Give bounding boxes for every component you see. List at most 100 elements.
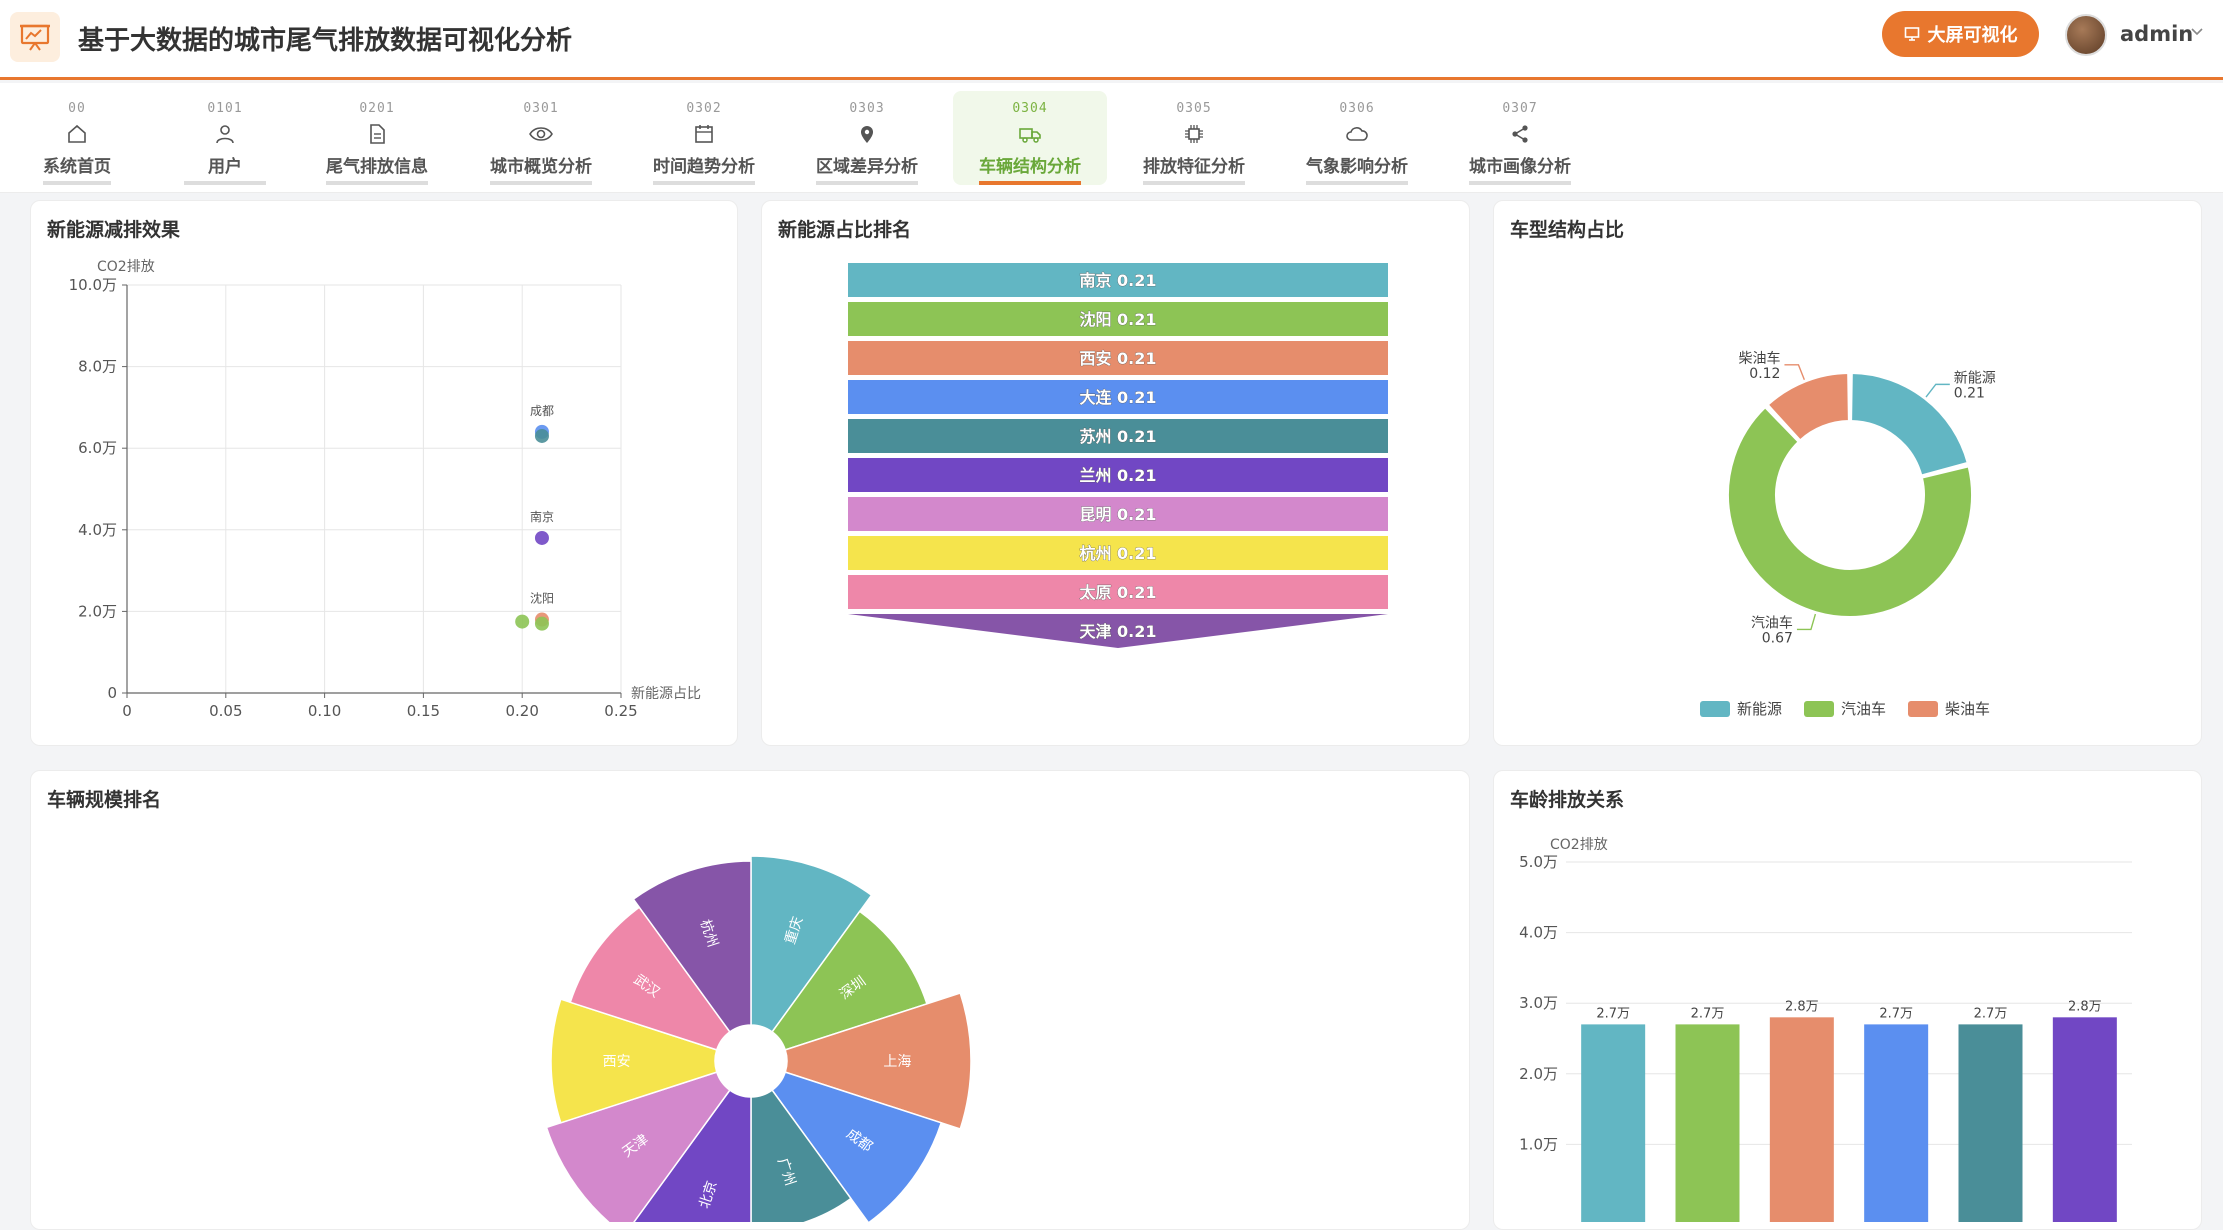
y-tick-label: 3.0万	[1519, 994, 1558, 1012]
legend-swatch	[1804, 701, 1834, 717]
funnel-segment	[848, 458, 1388, 492]
rose-card: 车辆规模排名 重庆 深圳 上海 成都 广州 北京 天津 西安 武汉 杭州	[30, 770, 1470, 1230]
y-tick-label: 5.0万	[1519, 853, 1558, 871]
user-icon	[216, 125, 234, 144]
eye-icon	[529, 127, 553, 141]
nav-item-emission-info[interactable]: 0201 尾气排放信息	[300, 91, 454, 185]
bar	[1675, 1024, 1740, 1222]
location-pin-icon	[861, 126, 873, 143]
donut-slice	[1766, 371, 1850, 442]
truck-icon	[1019, 128, 1041, 143]
nav-item-weather-impact[interactable]: 0306 气象影响分析	[1280, 91, 1434, 185]
nav-label: 城市概览分析	[490, 152, 592, 185]
y-tick-label: 1.0万	[1519, 1135, 1558, 1153]
label-leader	[1796, 613, 1817, 631]
nav-code: 0306	[1339, 101, 1375, 116]
slice-value: 0.21	[1954, 385, 1985, 401]
bigscreen-button[interactable]: 大屏可视化	[1882, 11, 2039, 57]
bigscreen-label: 大屏可视化	[1927, 25, 2018, 46]
rose-slice	[750, 855, 873, 1033]
nav-label: 车辆结构分析	[979, 152, 1081, 185]
rose-slice	[632, 860, 752, 1033]
donut-slice	[1850, 371, 1969, 477]
nav-label: 区域差异分析	[816, 152, 918, 185]
nav-code: 00	[68, 101, 86, 116]
y-axis-label: CO2排放	[97, 259, 155, 275]
funnel-label: 沈阳 0.21	[1079, 310, 1156, 329]
nav-item-region-diff[interactable]: 0303 区域差异分析	[790, 91, 944, 185]
nav-item-city-overview[interactable]: 0301 城市概览分析	[464, 91, 618, 185]
avatar[interactable]	[2065, 14, 2107, 56]
legend-swatch	[1908, 701, 1938, 717]
funnel-segment	[848, 263, 1388, 297]
point-label: 成都	[530, 404, 554, 418]
nav-label: 系统首页	[43, 152, 111, 185]
slice-label: 柴油车	[1738, 350, 1780, 367]
y-tick-label: 2.0万	[78, 602, 117, 620]
funnel-chart: 南京 0.21 沈阳 0.21 西安 0.21 大连 0.21 苏州 0.21 兰州 0.…	[848, 263, 1388, 648]
funnel-segment	[848, 536, 1388, 570]
chevron-down-icon[interactable]	[2188, 22, 2206, 40]
nav-label: 城市画像分析	[1469, 152, 1571, 185]
slice-value: 0.67	[1762, 630, 1793, 646]
x-tick-label: 0.15	[407, 702, 440, 720]
y-tick-label: 0	[107, 684, 117, 702]
funnel-segment	[848, 341, 1388, 375]
funnel-label: 苏州 0.21	[1079, 427, 1156, 446]
label-leader	[1925, 383, 1950, 398]
donut-card: 车型结构占比 新能源 0.21 汽油车 0.67 柴油车 0.12 新能源 汽油车 柴油车	[1493, 200, 2202, 746]
scatter-point	[534, 530, 549, 545]
point-label: 沈阳	[530, 591, 554, 606]
scatter-point	[534, 428, 549, 443]
bar-value-label: 2.8万	[2068, 999, 2102, 1014]
app-title: 基于大数据的城市尾气排放数据可视化分析	[78, 26, 573, 56]
nav-code: 0101	[207, 101, 243, 116]
scatter-point	[515, 614, 530, 629]
donut-slice	[1727, 405, 1973, 618]
chip-icon	[1185, 125, 1203, 143]
funnel-label: 天津 0.21	[1079, 622, 1156, 641]
nav-item-vehicle-structure[interactable]: 0304 车辆结构分析	[953, 91, 1107, 185]
nav-label: 尾气排放信息	[326, 152, 428, 185]
funnel-label: 太原 0.21	[1078, 583, 1156, 602]
x-tick-label: 0.05	[209, 702, 242, 720]
nav-item-home[interactable]: 00 系统首页	[0, 91, 154, 185]
scatter-point	[534, 616, 549, 631]
nav-item-emission-features[interactable]: 0305 排放特征分析	[1117, 91, 1271, 185]
nav-item-time-trend[interactable]: 0302 时间趋势分析	[627, 91, 781, 185]
x-tick-label: 0	[122, 702, 132, 720]
card-title: 新能源占比排名	[778, 219, 912, 241]
slice-label: 汽油车	[1751, 614, 1793, 631]
bar-value-label: 2.7万	[1879, 1006, 1913, 1021]
y-tick-label: 10.0万	[69, 276, 117, 294]
username[interactable]: admin	[2120, 22, 2194, 46]
y-tick-label: 4.0万	[78, 521, 117, 539]
monitor-icon	[1904, 27, 1919, 41]
y-axis-label: CO2排放	[1550, 837, 1608, 853]
funnel-label: 大连 0.21	[1079, 388, 1156, 407]
presentation-chart-icon	[10, 12, 60, 62]
nav-item-city-portrait[interactable]: 0307 城市画像分析	[1443, 91, 1597, 185]
slice-value: 0.12	[1749, 366, 1780, 382]
cloud-icon	[1346, 127, 1368, 141]
legend-swatch	[1700, 701, 1730, 717]
legend-label: 新能源	[1737, 700, 1782, 718]
bar	[1581, 1024, 1646, 1222]
point-label: 南京	[530, 509, 554, 524]
card-title: 车辆规模排名	[47, 789, 162, 811]
nav-label: 时间趋势分析	[653, 152, 755, 185]
rose-slice	[545, 1071, 731, 1222]
funnel-label: 杭州 0.21	[1079, 544, 1156, 563]
home-icon	[68, 124, 86, 143]
legend-label: 柴油车	[1945, 700, 1990, 718]
label-leader	[1784, 364, 1806, 380]
nav-label: 气象影响分析	[1306, 152, 1408, 185]
nav-item-user[interactable]: 0101 用户	[148, 91, 302, 185]
rose-slice	[550, 998, 718, 1124]
card-title: 车型结构占比	[1510, 219, 1625, 241]
funnel-segment	[848, 302, 1388, 336]
bar-chart: CO2排放 1.0万 2.0万 3.0万 4.0万 5.0万 2.7万 2.7万 2.8万 2.7…	[1519, 837, 2132, 1222]
funnel-segment	[848, 575, 1388, 609]
funnel-segment	[848, 614, 1388, 648]
